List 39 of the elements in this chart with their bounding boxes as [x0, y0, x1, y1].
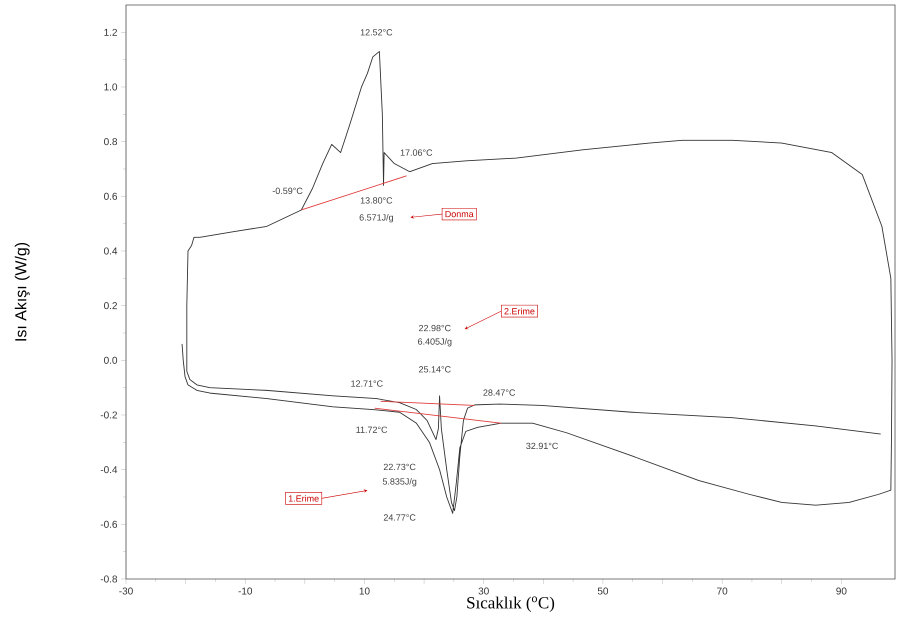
- y-tick-label: 1.0: [104, 83, 118, 91]
- y-tick-label: -0.8: [100, 575, 118, 583]
- x-tick-label: 50: [598, 588, 608, 595]
- annotation: -0.59°C: [272, 188, 302, 194]
- annotation: 12.52°C: [360, 29, 392, 36]
- y-tick-label: -0.2: [100, 411, 117, 419]
- annotation: 28.47°C: [483, 389, 516, 396]
- x-tick-label: 30: [478, 588, 489, 595]
- y-tick-label: 0.8: [104, 138, 118, 146]
- line-series: [182, 51, 892, 514]
- y-tick-label: 1.2: [104, 28, 117, 36]
- y-tick-label: -0.4: [100, 466, 118, 474]
- y-tick-label: 0.0: [104, 356, 118, 364]
- annotation: 25.14°C: [419, 366, 451, 373]
- x-axis-title: Sıcaklık ($^{o}$C): [467, 596, 554, 612]
- y-tick-label: 0.4: [104, 247, 118, 255]
- annotation: 17.06°C: [400, 149, 432, 156]
- y-tick-label: -0.6: [100, 520, 118, 528]
- annotation: 13.80°C: [360, 197, 392, 204]
- annotation: 2.Erime: [504, 308, 534, 314]
- y-tick-label: 0.2: [104, 302, 117, 310]
- annotation: 12.71°C: [351, 380, 383, 387]
- x-tick-label: -10: [238, 588, 252, 595]
- annotation: 22.98°C: [419, 324, 451, 332]
- annotation: Donma: [446, 210, 474, 218]
- annotation: 6.405J/g: [418, 338, 452, 346]
- x-tick-label: 90: [836, 588, 847, 595]
- annotation: 11.72°C: [356, 426, 388, 433]
- annotation: 22.73°C: [384, 464, 416, 470]
- annotation: 1.Erime: [288, 495, 319, 502]
- annotation: 24.77°C: [384, 514, 416, 521]
- x-tick-label: -30: [119, 588, 133, 595]
- y-axis-title: Isı Akışı (W/g): [14, 242, 30, 341]
- y-tick-label: 0.6: [104, 192, 118, 200]
- x-tick-label: 70: [717, 588, 728, 595]
- annotation: 6.571J/g: [360, 214, 393, 222]
- annotation: 5.835J/g: [382, 478, 416, 486]
- annotation: 32.91°C: [526, 442, 558, 450]
- x-tick-label: 10: [360, 588, 370, 595]
